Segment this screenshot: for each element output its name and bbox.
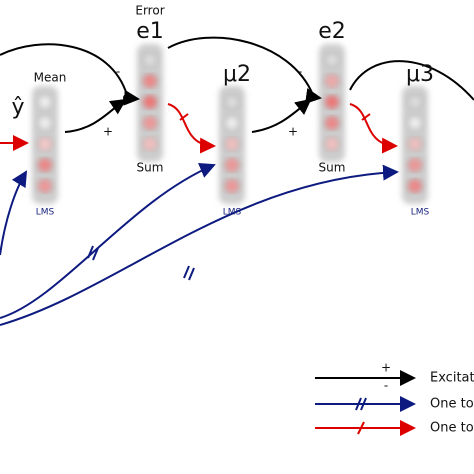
label: e1 — [136, 19, 164, 44]
legend-label: Excitat — [430, 371, 474, 386]
label: Error — [135, 4, 164, 18]
sign: + — [288, 125, 298, 139]
sign: - — [384, 379, 388, 393]
junction — [309, 93, 317, 101]
neuron — [324, 136, 340, 152]
tick — [179, 113, 371, 121]
neuron — [37, 157, 53, 173]
label: LMS — [223, 208, 242, 218]
neuron — [407, 136, 423, 152]
neuron — [324, 52, 340, 68]
arrow — [251, 98, 312, 133]
neuron — [324, 94, 340, 110]
connections — [0, 36, 474, 436]
arrow — [64, 98, 127, 133]
neuron — [142, 94, 158, 110]
neuron — [407, 115, 423, 131]
label: μ3 — [406, 62, 434, 87]
sign: - — [298, 65, 302, 79]
neuron — [37, 136, 53, 152]
neuron — [407, 94, 423, 110]
arrow-blue — [0, 164, 399, 326]
sign: + — [381, 361, 391, 375]
sign: - — [116, 65, 120, 79]
label: e2 — [318, 19, 346, 44]
neuron — [224, 178, 240, 194]
label: Mean — [34, 71, 67, 85]
arc — [349, 60, 474, 101]
neuron — [142, 115, 158, 131]
sign: + — [103, 125, 113, 139]
neuron — [324, 115, 340, 131]
label: Sum — [137, 161, 164, 175]
label: Sum — [319, 161, 346, 175]
legend-label: One to — [430, 421, 474, 436]
neuron — [224, 94, 240, 110]
neuron — [142, 73, 158, 89]
legend-label: One to — [430, 397, 474, 412]
label: ŷ — [11, 95, 24, 120]
arrow-red — [349, 103, 398, 154]
neuron — [407, 178, 423, 194]
neuron — [224, 115, 240, 131]
neuron — [142, 136, 158, 152]
label: LMS — [411, 208, 430, 218]
tick — [357, 421, 365, 435]
tick — [87, 245, 99, 261]
arc — [167, 36, 314, 96]
arrow-blue — [0, 170, 28, 256]
label: LMS — [36, 208, 55, 218]
neuron — [224, 157, 240, 173]
junction — [123, 94, 131, 102]
label: μ2 — [223, 62, 251, 87]
neuron — [37, 115, 53, 131]
tick — [183, 265, 195, 281]
neuron — [37, 94, 53, 110]
neuron — [37, 178, 53, 194]
neuron — [324, 73, 340, 89]
arrow-red — [167, 103, 216, 154]
neuron — [407, 157, 423, 173]
neuron — [142, 52, 158, 68]
neuron-stacks — [32, 44, 428, 204]
neuron — [224, 136, 240, 152]
arc-mean — [0, 43, 128, 96]
arrow-blue — [0, 163, 216, 319]
tick — [355, 397, 367, 411]
